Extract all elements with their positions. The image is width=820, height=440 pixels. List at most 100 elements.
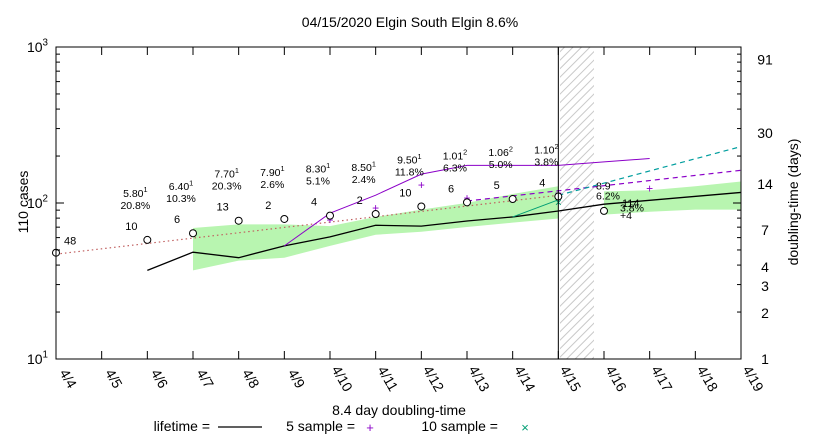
proj-pct-4-14: 5.0% bbox=[489, 159, 513, 171]
y2-tick-label-2: 2 bbox=[761, 305, 769, 321]
forecast-label-4: +4 bbox=[620, 210, 632, 222]
proj-pct-4-11: 2.4% bbox=[352, 174, 376, 186]
proj-pct-4-15: 3.8% bbox=[534, 157, 558, 169]
proj-value-4-8: 7.701 bbox=[214, 166, 239, 181]
x-tick-label-4-18: 4/18 bbox=[694, 363, 722, 395]
future-hatch-region bbox=[560, 47, 594, 359]
legend-label-lifetime: lifetime = bbox=[154, 418, 210, 434]
fit-line-3 bbox=[558, 145, 741, 196]
legend-label-10-sample: 10 sample = bbox=[421, 418, 498, 434]
case-label-4-15: 4 bbox=[539, 178, 545, 190]
case-label-4-11: 2 bbox=[357, 195, 363, 207]
case-point-4-8 bbox=[234, 216, 243, 225]
x-tick-label-4-13: 4/13 bbox=[466, 363, 494, 395]
y-axis-label: 110 cases bbox=[15, 171, 31, 234]
case-label-4-8: 13 bbox=[217, 202, 229, 214]
y2-axis: 1 2 3 4 7 14 30 91 bbox=[741, 52, 773, 367]
proj-value-4-9: 7.901 bbox=[260, 164, 285, 179]
series-line-lifetime bbox=[147, 191, 741, 271]
x-tick-label-4-6: 4/6 bbox=[148, 366, 172, 391]
proj-value-4-14: 1.062 bbox=[488, 144, 513, 159]
proj-pct-4-6: 20.8% bbox=[120, 200, 150, 212]
case-point-4-11 bbox=[371, 210, 380, 219]
proj-value-4-12: 9.501 bbox=[397, 152, 422, 167]
fit-line-1 bbox=[56, 194, 559, 255]
proj-pct-4-8: 20.3% bbox=[212, 181, 242, 193]
x-tick-label-4-17: 4/17 bbox=[648, 363, 676, 395]
proj-pct-4-10: 5.1% bbox=[306, 176, 330, 188]
forecast-label-1: 8.9 bbox=[596, 181, 611, 193]
case-label-4-4: 48 bbox=[64, 236, 76, 248]
proj-pct-4-13: 6.3% bbox=[443, 162, 467, 174]
proj-value-4-6: 5.801 bbox=[123, 185, 148, 200]
proj-value-4-15: 1.102 bbox=[534, 142, 559, 157]
proj-value-4-10: 8.301 bbox=[306, 161, 331, 176]
y2-tick-label-1: 1 bbox=[761, 351, 769, 367]
case-label-4-13: 6 bbox=[448, 183, 454, 195]
x-tick-label-4-8: 4/8 bbox=[239, 366, 263, 391]
x-tick-label-4-9: 4/9 bbox=[285, 366, 309, 391]
marker-glyph-3: + bbox=[418, 178, 425, 192]
y2-axis-label: doubling-time (days) bbox=[785, 139, 801, 266]
legend-swatch-5-sample: + bbox=[366, 420, 374, 435]
x-tick-label-4-10: 4/10 bbox=[329, 363, 357, 395]
series-line-10-sample bbox=[512, 199, 559, 218]
y-tick-label-100: 102 bbox=[27, 194, 48, 211]
proj-pct-4-9: 2.6% bbox=[260, 179, 284, 191]
case-point-4-7 bbox=[189, 229, 197, 238]
y2-tick-label-30: 30 bbox=[757, 125, 773, 141]
marker-glyph-2: + bbox=[372, 201, 379, 215]
marker-glyph-1: + bbox=[326, 213, 333, 227]
series-line-5-sample bbox=[284, 158, 650, 247]
x-tick-label-4-11: 4/11 bbox=[375, 363, 402, 394]
case-label-4-16: 114 bbox=[622, 198, 640, 210]
case-label-4-7: 6 bbox=[174, 214, 180, 226]
band-segment-1 bbox=[193, 186, 559, 271]
case-label-4-9: 2 bbox=[265, 200, 271, 212]
x-tick-label-4-12: 4/12 bbox=[420, 363, 448, 395]
case-label-4-14: 5 bbox=[494, 180, 500, 192]
y2-tick-label-4: 4 bbox=[761, 259, 769, 275]
y2-tick-label-3: 3 bbox=[761, 278, 769, 294]
x-tick-label-4-15: 4/15 bbox=[557, 363, 585, 395]
case-point-4-10 bbox=[326, 211, 334, 220]
legend: lifetime = 5 sample = +10 sample = × bbox=[154, 418, 529, 435]
case-point-4-6 bbox=[143, 235, 152, 244]
y2-tick-label-91: 91 bbox=[757, 52, 773, 68]
x-tick-label-4-16: 4/16 bbox=[603, 363, 631, 395]
case-point-4-12 bbox=[417, 202, 426, 211]
case-point-4-14 bbox=[508, 195, 517, 204]
x-tick-label-4-14: 4/14 bbox=[511, 363, 539, 395]
x-tick-label-4-4: 4/4 bbox=[57, 366, 81, 391]
x-tick-label-4-19: 4/19 bbox=[740, 363, 768, 395]
y2-tick-label-14: 14 bbox=[757, 176, 773, 192]
proj-value-4-7: 6.401 bbox=[169, 179, 194, 194]
proj-pct-4-12: 11.8% bbox=[395, 166, 424, 178]
chart-title: 04/15/2020 Elgin South Elgin 8.6% bbox=[302, 14, 518, 30]
case-points: 48 10 6 13 2 4 2 10 6 5 4 114 bbox=[52, 178, 640, 257]
legend-swatch-10-sample: × bbox=[521, 420, 529, 435]
doubling-time-series bbox=[147, 158, 741, 271]
forecast-label-3: 3.8% bbox=[620, 203, 644, 215]
case-label-4-12: 10 bbox=[399, 187, 411, 199]
x-axis-label: 8.4 day doubling-time bbox=[332, 402, 466, 418]
marker-glyph-7: + bbox=[646, 181, 653, 195]
case-point-4-13 bbox=[463, 198, 471, 207]
proj-pct-4-7: 10.3% bbox=[166, 193, 196, 205]
case-point-4-9 bbox=[280, 214, 289, 223]
legend-label-5-sample: 5 sample = bbox=[286, 418, 355, 434]
forecast-label-2: 6.2% bbox=[596, 191, 620, 203]
case-point-4-16 bbox=[600, 206, 608, 215]
y-tick-label-1000: 103 bbox=[27, 38, 49, 55]
y2-tick-label-7: 7 bbox=[761, 222, 769, 238]
case-label-4-10: 4 bbox=[311, 197, 317, 209]
marker-glyph-4: + bbox=[463, 191, 470, 205]
y-tick-label-10: 101 bbox=[27, 350, 48, 367]
x-tick-label-4-7: 4/7 bbox=[194, 366, 218, 391]
case-label-4-6: 10 bbox=[125, 221, 137, 233]
proj-value-4-11: 8.501 bbox=[351, 159, 376, 174]
x-tick-label-4-5: 4/5 bbox=[102, 366, 126, 391]
